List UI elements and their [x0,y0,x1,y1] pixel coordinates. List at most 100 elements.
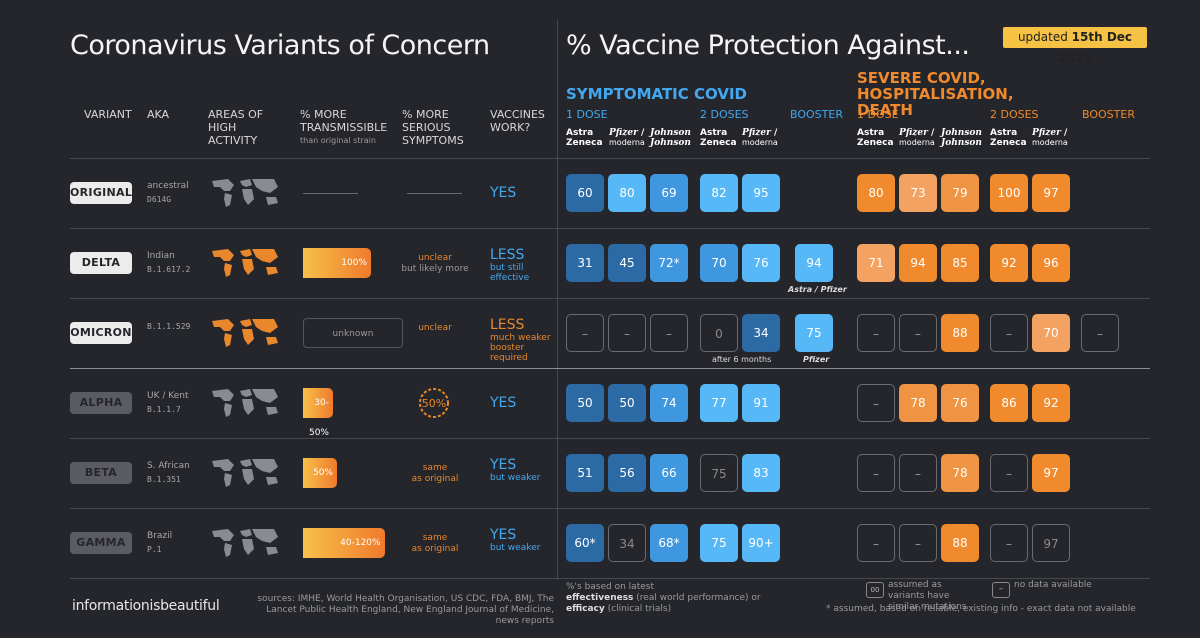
vaccines-work: LESS but still effective [490,247,530,283]
sev-2dose-cell: 92 [1032,384,1070,422]
sym-1dose-cell: 66 [650,454,688,492]
sources: sources: IMHE, World Health Organisation… [257,594,554,626]
sym-2dose-cell: 75 [700,524,738,562]
dose-note: after 6 months [712,355,772,364]
serious-text: same as original [411,463,459,484]
sev-1dose-cell: 73 [899,174,937,212]
section-title: % Vaccine Protection Against... [566,30,970,61]
brand-logo: informationisbeautiful [72,598,220,614]
sym-2dose-cell: 90+ [742,524,780,562]
aka-name: UK / Kent [147,391,189,401]
divider-vertical [557,20,558,580]
row-divider [70,438,1150,439]
serious-text: same as original [411,533,459,554]
sym-2dose-cell: 0 [700,314,738,352]
row-divider [70,158,1150,159]
sym-1dose-cell: – [650,314,688,352]
legend-nodata-box: – [992,582,1010,598]
col-areas: AREAS OF HIGH ACTIVITY [208,108,264,147]
sev-2dose-cell: 92 [990,244,1028,282]
sev-2dose-cell: – [990,524,1028,562]
sev-1dose-cell: – [857,314,895,352]
brand-pfizer-4: Pfizer / moderna [1032,128,1068,147]
sev-1dose-cell: 79 [941,174,979,212]
sym-1dose: 1 DOSE [566,108,608,121]
aka-code: B.1.617.2 [147,265,191,274]
serious-text: unclear but likely more [401,253,469,274]
row-divider [70,368,1150,369]
row-divider [70,508,1150,509]
sym-2dose-cell: 83 [742,454,780,492]
legend-assumed: assumed as variants have similar mutatio… [888,580,967,612]
sev-2dose-cell: 100 [990,174,1028,212]
sev-1dose-cell: 78 [899,384,937,422]
sym-2dose-cell: 82 [700,174,738,212]
sev-1dose-cell: 71 [857,244,895,282]
updated-date: 15th Dec 2021 [1058,30,1133,65]
serious-none [407,193,462,194]
sev-2dose-cell: 96 [1032,244,1070,282]
sev-booster-cell: – [1081,314,1119,352]
serious-ring: 50% [417,386,451,420]
world-map-icon [208,315,284,351]
world-map-icon [208,245,284,281]
sym-1dose-cell: 45 [608,244,646,282]
sev-1dose: 1 DOSE [857,108,899,121]
section-severe: SEVERE COVID, HOSPITALISATION, DEATH [857,69,1014,119]
col-serious: % MORE SERIOUS SYMPTOMS [402,108,464,147]
sev-1dose-cell: – [899,314,937,352]
aka-code: B.1.351 [147,475,181,484]
row-divider [70,228,1150,229]
sym-2dose-cell: 76 [742,244,780,282]
variant-aka: S. African B.1.351 [147,460,190,486]
aka-code: P.1 [147,545,162,554]
pct-note: %'s based on latest effectiveness (real … [566,582,761,614]
sym-1dose-cell: 72* [650,244,688,282]
sym-1dose-cell: 50 [566,384,604,422]
sev-1dose-cell: 88 [941,314,979,352]
row-divider [70,578,1150,579]
updated-label: updated [1017,30,1068,44]
world-map-icon [208,175,284,211]
svg-text:50%: 50% [422,397,446,410]
col-aka: AKA [147,108,170,121]
sev-1dose-cell: – [899,524,937,562]
sym-1dose-cell: 80 [608,174,646,212]
col-transmissible-label: % MORE TRANSMISSIBLE [300,108,388,134]
variant-aka: UK / Kent B.1.1.7 [147,390,188,416]
serious-text: unclear [418,323,452,333]
brand-astra-2: Astra Zeneca [700,128,737,148]
sev-1dose-cell: 80 [857,174,895,212]
sev-2dose: 2 DOSES [990,108,1039,121]
sev-2dose-cell: – [990,454,1028,492]
sev-2dose-cell: 97 [1032,454,1070,492]
sym-2dose: 2 DOSES [700,108,749,121]
vaccines-work: YES but weaker [490,457,541,483]
booster-brand-note: Pfizer [803,355,830,364]
transmissible-bar: 100% [303,248,371,278]
variant-aka: Brazil P.1 [147,530,172,556]
variant-badge: OMICRON [70,322,132,344]
transmissible-bar: 30-50% [303,388,333,438]
vaccines-work: YES [490,395,517,411]
vaccines-work: YES but weaker [490,527,541,553]
col-variant: VARIANT [84,108,132,121]
sym-booster: BOOSTER [790,108,843,121]
transmissible-bar: 40-120% [303,528,385,558]
booster-brand-note: Astra / Pfizer [788,285,847,294]
updated-badge: updated 15th Dec 2021 [1003,27,1147,65]
transmissible-bar: 50% [303,458,337,488]
aka-name: S. African [147,461,190,471]
world-map-icon [208,385,284,421]
variant-badge: ALPHA [70,392,132,414]
sym-1dose-cell: 51 [566,454,604,492]
sev-1dose-cell: 85 [941,244,979,282]
brand-pfizer-2: Pfizer / moderna [742,128,778,147]
legend-nodata: no data available [1014,580,1092,590]
section-symptomatic: SYMPTOMATIC COVID [566,85,747,103]
sev-1dose-cell: – [857,524,895,562]
sev-booster: BOOSTER [1082,108,1135,121]
sym-1dose-cell: 60 [566,174,604,212]
brand-jj: Johnson Johnson [650,128,691,148]
aka-name: Indian [147,251,175,261]
